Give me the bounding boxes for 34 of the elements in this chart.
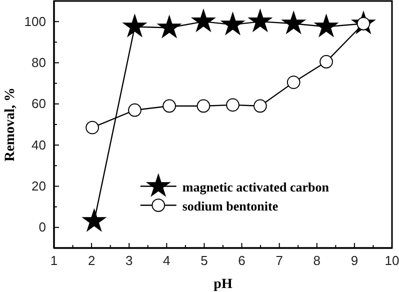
point: [221, 12, 244, 35]
x-tick-label: 9: [350, 253, 358, 268]
point: [320, 55, 333, 68]
legend-label: sodium bentonite: [182, 198, 278, 214]
y-tick-label: 80: [32, 54, 46, 70]
x-tick-label: 4: [163, 253, 170, 268]
x-tick-label: 6: [238, 253, 246, 268]
x-tick-label: 1: [50, 253, 58, 268]
point: [123, 14, 146, 37]
point: [192, 10, 215, 32]
point: [286, 76, 300, 89]
x-tick-label: 2: [88, 253, 96, 268]
x-tick-label: 10: [384, 253, 399, 268]
legend-label: magnetic activated carbon: [182, 179, 330, 194]
y-tick-label: 100: [24, 14, 46, 29]
point: [128, 103, 142, 117]
point: [158, 16, 181, 38]
point: [314, 14, 338, 37]
x-tick-label: 7: [276, 253, 283, 268]
x-tick-label: 3: [125, 253, 133, 268]
y-axis-title: Removal, %: [3, 88, 18, 162]
y-tick-label: 40: [32, 137, 46, 152]
x-tick-label: 8: [313, 253, 321, 268]
y-tick-label: 20: [32, 178, 46, 194]
x-axis-title: pH: [214, 277, 232, 292]
y-tick-label: 60: [32, 96, 46, 112]
point: [196, 99, 210, 113]
point: [162, 99, 176, 113]
y-tick-label: 0: [38, 220, 46, 235]
point: [254, 99, 267, 113]
point: [282, 12, 306, 34]
x-tick-label: 5: [200, 253, 208, 268]
point: [248, 10, 272, 32]
point: [226, 98, 240, 112]
